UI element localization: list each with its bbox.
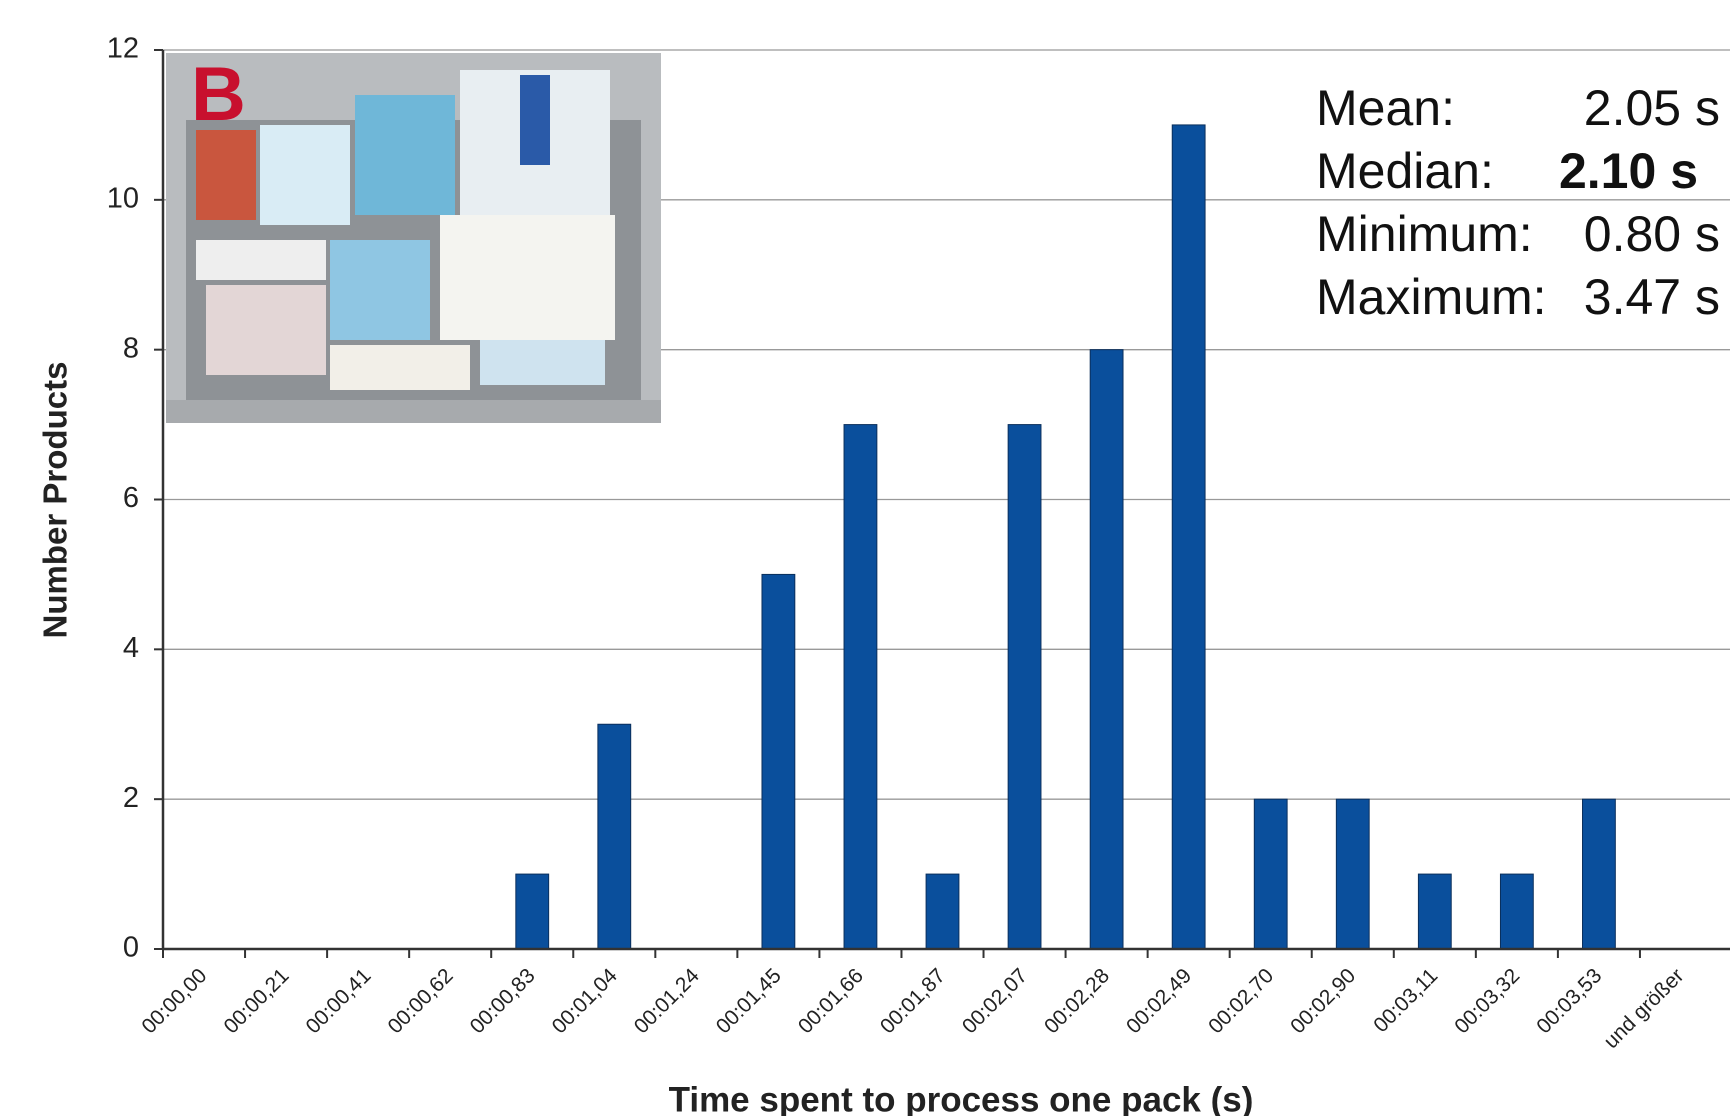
x-tick-label: 00:03,53	[1532, 964, 1606, 1038]
y-tick-label: 2	[123, 782, 139, 814]
bar	[1172, 125, 1205, 949]
bar	[844, 425, 877, 949]
x-tick-label: und größer	[1600, 964, 1689, 1053]
y-tick-label: 12	[107, 33, 139, 65]
bar	[762, 574, 795, 949]
x-tick-label: 00:03,11	[1369, 964, 1442, 1037]
x-tick-label: 00:01,04	[548, 964, 622, 1038]
x-tick-label: 00:03,32	[1450, 964, 1524, 1038]
x-axis-title: Time spent to process one pack (s)	[669, 1080, 1254, 1116]
y-tick-label: 6	[123, 482, 139, 514]
bar	[1500, 874, 1533, 949]
bar	[1008, 425, 1041, 949]
stat-label: Median:	[1316, 143, 1494, 199]
bar	[1336, 799, 1369, 949]
chart: B Number Products Time spent to process …	[0, 0, 1730, 1116]
x-tick-label: 00:02,70	[1204, 964, 1278, 1038]
stat-value: 3.47 s	[1584, 269, 1720, 325]
x-tick-label: 00:00,21	[219, 964, 293, 1038]
x-tick-label: 00:00,00	[137, 964, 211, 1038]
y-tick-label: 10	[107, 182, 139, 214]
x-tick-label: 00:02,90	[1286, 964, 1360, 1038]
x-tick-label: 00:00,83	[466, 964, 540, 1038]
stat-value: 2.10 s	[1559, 143, 1698, 199]
y-axis-title: Number Products	[37, 362, 74, 639]
x-tick-label: 00:01,66	[794, 964, 868, 1038]
y-tick-label: 4	[123, 632, 139, 664]
x-tick-label: 00:01,45	[712, 964, 786, 1038]
stat-label: Mean:	[1316, 80, 1455, 136]
stat-label: Maximum:	[1316, 269, 1547, 325]
y-tick-label: 8	[123, 332, 139, 364]
stat-label: Minimum:	[1316, 206, 1533, 262]
x-tick-label: 00:02,49	[1122, 964, 1196, 1038]
panel-label: B	[191, 52, 246, 137]
x-tick-label: 00:01,87	[876, 964, 950, 1038]
bar	[1583, 799, 1616, 949]
x-tick-label: 00:02,07	[958, 964, 1032, 1038]
y-tick-label: 0	[123, 932, 139, 964]
bar	[1090, 350, 1123, 949]
x-tick-label: 00:01,24	[630, 964, 704, 1038]
bar	[1254, 799, 1287, 949]
bar	[1418, 874, 1451, 949]
x-tick-label: 00:00,41	[302, 964, 376, 1038]
bar	[926, 874, 959, 949]
x-tick-label: 00:02,28	[1040, 964, 1114, 1038]
stat-value: 0.80 s	[1584, 206, 1720, 262]
bar	[516, 874, 549, 949]
stat-value: 2.05 s	[1584, 80, 1720, 136]
bar	[598, 724, 631, 949]
x-tick-label: 00:00,62	[384, 964, 458, 1038]
